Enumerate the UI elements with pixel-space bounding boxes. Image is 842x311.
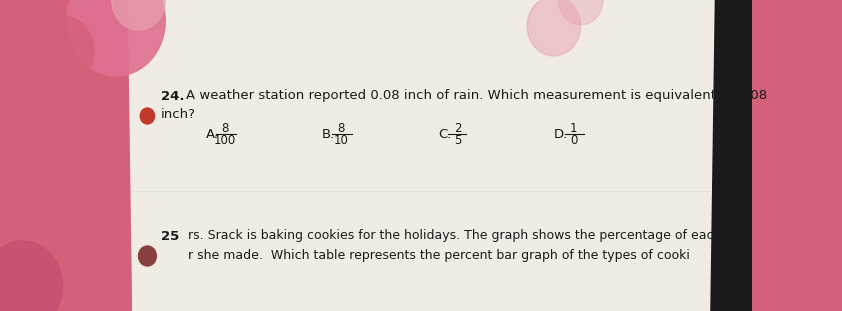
Text: 0: 0	[570, 133, 578, 146]
Text: 1: 1	[570, 122, 578, 134]
Text: 8: 8	[338, 122, 345, 134]
Text: 8: 8	[221, 122, 229, 134]
Circle shape	[31, 16, 93, 86]
Text: D.: D.	[554, 128, 568, 141]
Text: A.: A.	[205, 128, 218, 141]
Circle shape	[112, 0, 165, 30]
Text: inch?: inch?	[161, 109, 196, 122]
Polygon shape	[128, 0, 715, 311]
Circle shape	[141, 108, 155, 124]
Text: 100: 100	[214, 133, 237, 146]
Circle shape	[0, 241, 62, 311]
Circle shape	[67, 0, 165, 76]
Circle shape	[558, 0, 603, 25]
Circle shape	[138, 246, 157, 266]
Text: r she made.  Which table represents the percent bar graph of the types of cooki: r she made. Which table represents the p…	[188, 249, 690, 262]
Bar	[0, 0, 143, 311]
Text: B.: B.	[322, 128, 335, 141]
Polygon shape	[132, 0, 711, 311]
Bar	[706, 0, 752, 311]
Text: 2: 2	[454, 122, 461, 134]
Text: 25: 25	[161, 230, 179, 243]
Text: rs. Srack is baking cookies for the holidays. The graph shows the percentage of : rs. Srack is baking cookies for the holi…	[188, 230, 721, 243]
Text: 10: 10	[333, 133, 349, 146]
Text: A weather station reported 0.08 inch of rain. Which measurement is equivalent to: A weather station reported 0.08 inch of …	[186, 90, 767, 103]
Text: 24.: 24.	[161, 90, 184, 103]
Circle shape	[527, 0, 581, 56]
Text: C.: C.	[438, 128, 451, 141]
Text: 5: 5	[454, 133, 461, 146]
